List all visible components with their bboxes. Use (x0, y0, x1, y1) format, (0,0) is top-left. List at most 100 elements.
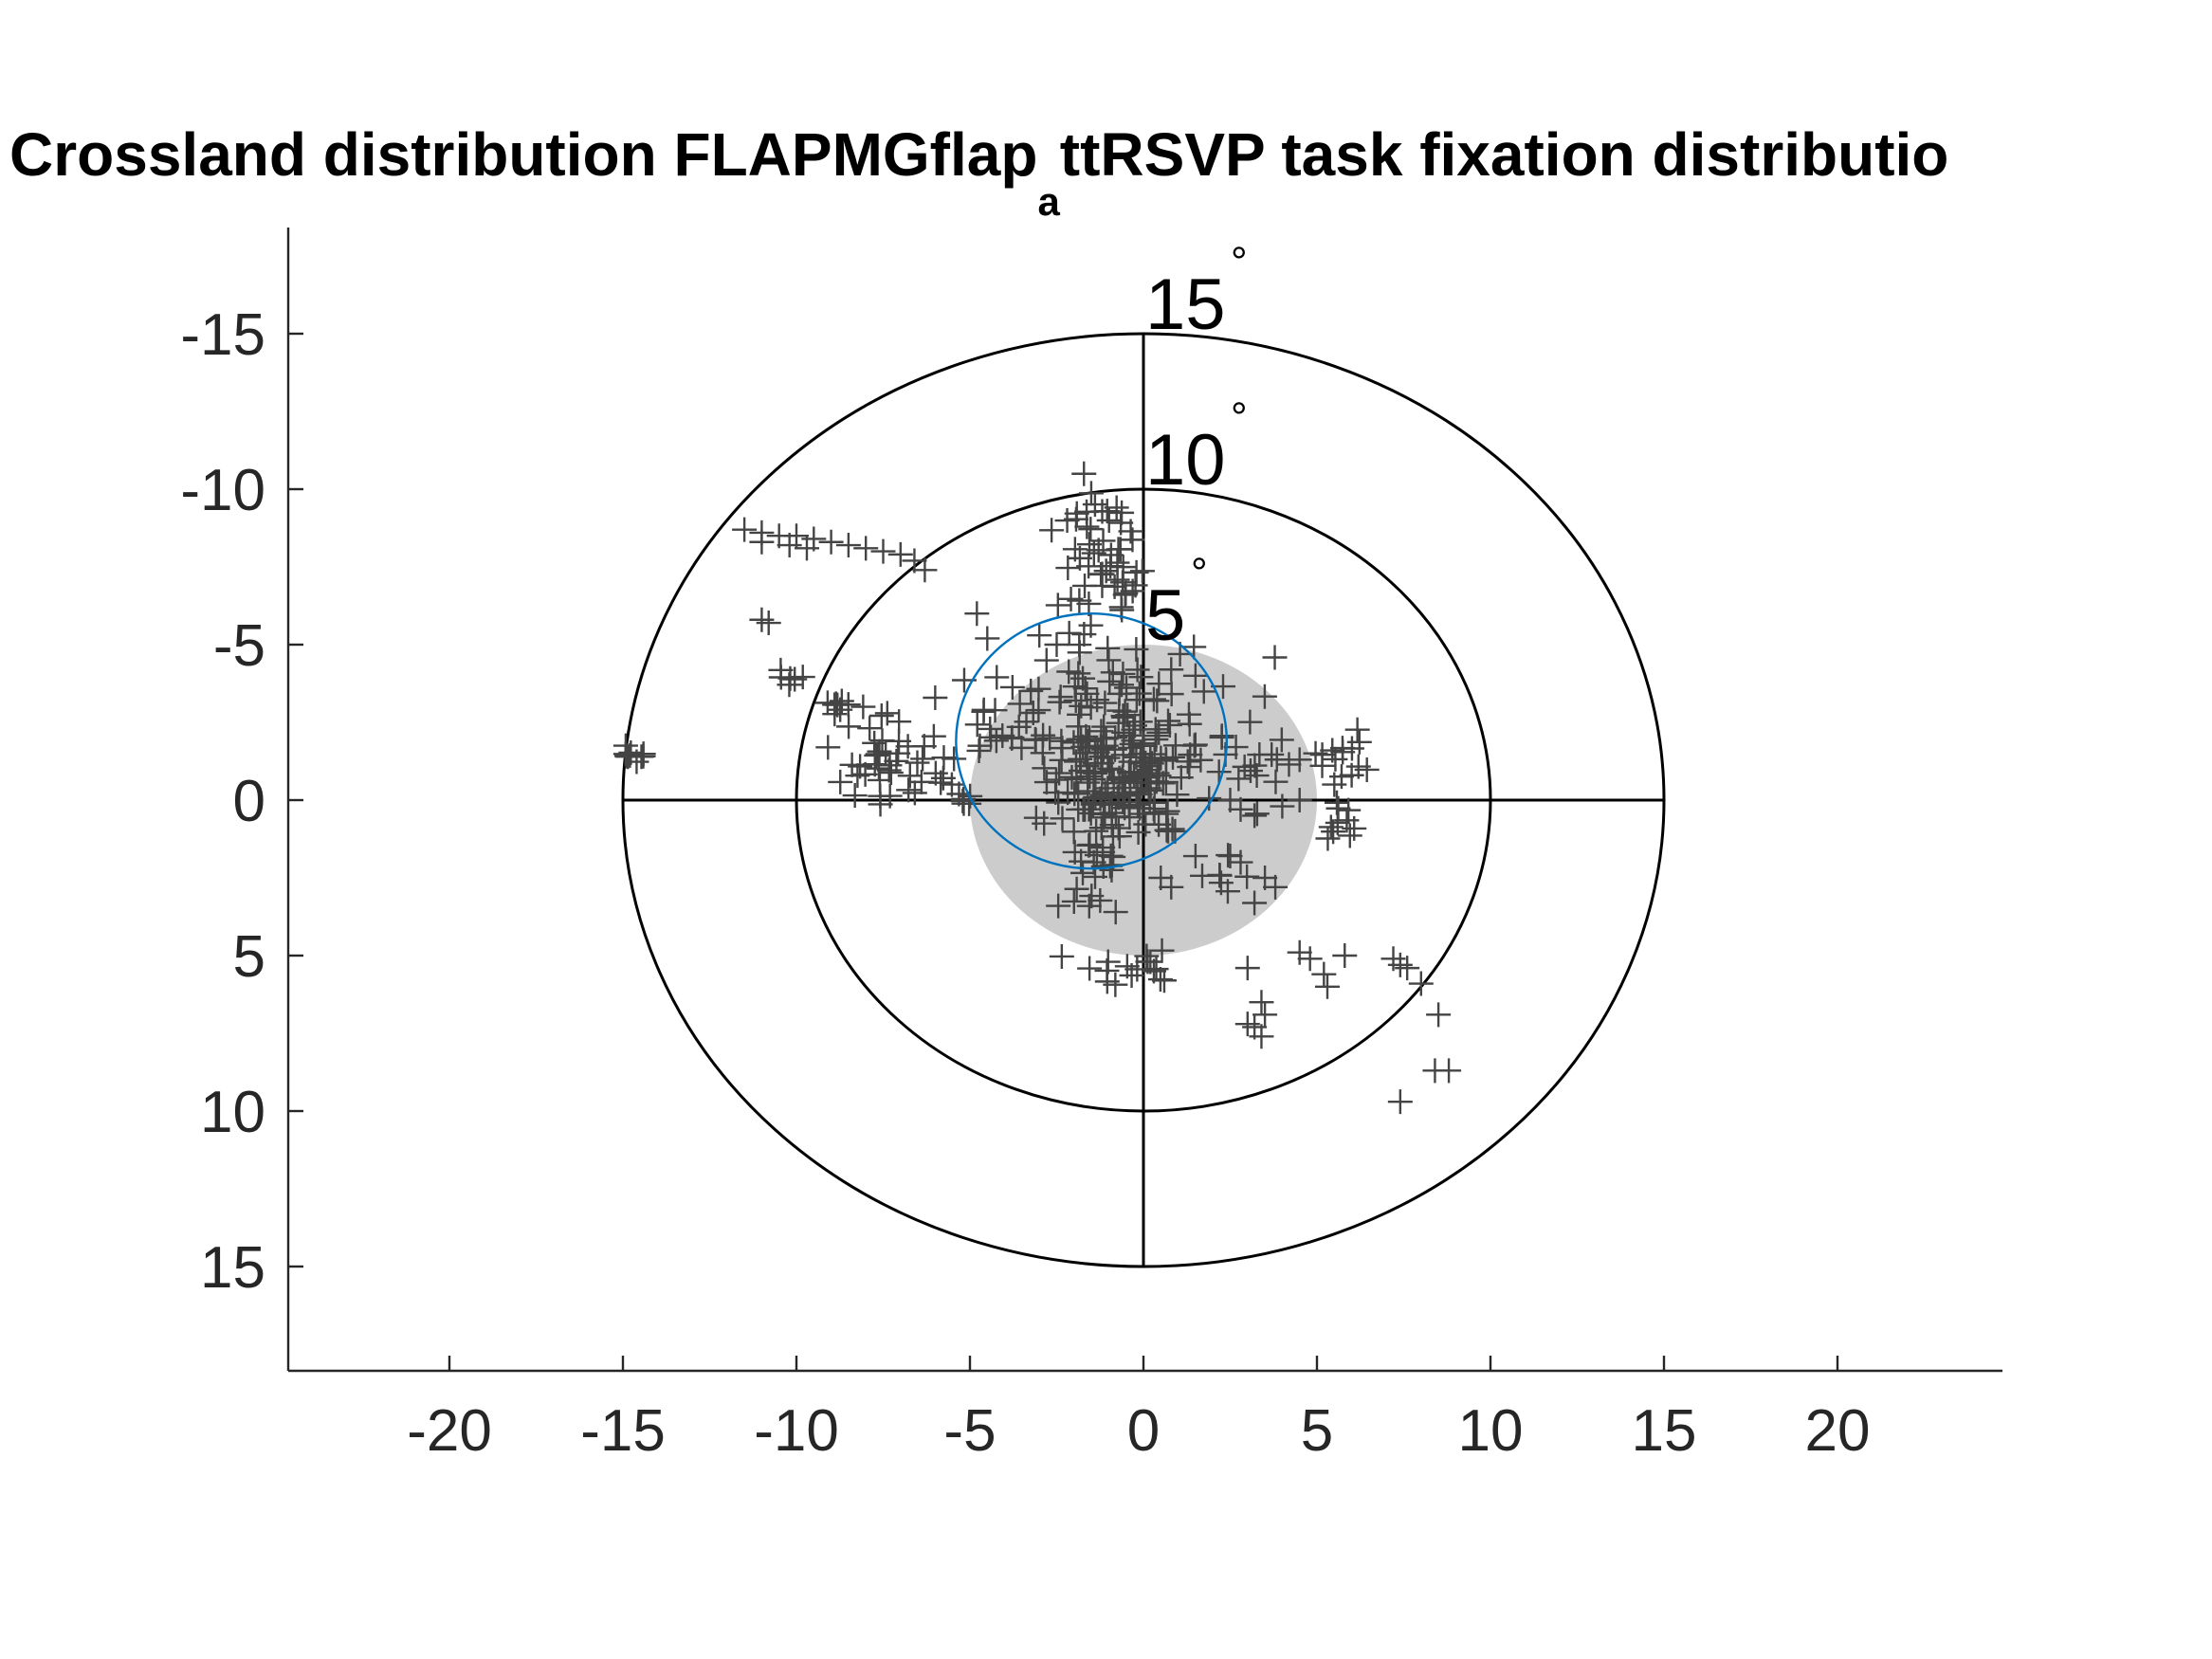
fixation-marker (1048, 684, 1073, 710)
fixation-marker (828, 769, 853, 794)
fixation-marker (1164, 782, 1190, 808)
fixation-marker (835, 692, 861, 718)
fixation-marker (1133, 811, 1159, 837)
x-tick-label: 15 (1632, 1398, 1697, 1464)
fixation-points (612, 461, 1462, 1115)
fixation-marker (923, 760, 948, 786)
crosshair (623, 334, 1664, 1267)
fixation-marker (1153, 746, 1179, 772)
fixation-marker (1117, 805, 1143, 830)
y-tick-label: -10 (180, 458, 265, 523)
ring-degree-15: ° (1231, 239, 1248, 285)
fixation-marker (1044, 632, 1069, 657)
fixation-marker (999, 725, 1025, 751)
fixation-marker (990, 722, 1015, 748)
fixation-marker (1076, 532, 1102, 557)
fixation-marker (1344, 717, 1370, 742)
fixation-marker (1270, 793, 1295, 819)
fixation-marker (1197, 786, 1222, 811)
fixation-marker (921, 723, 946, 749)
y-axis-ticks: -15 -10 -5 0 5 10 15 (180, 302, 303, 1301)
fixation-marker (1276, 752, 1302, 777)
fixation-marker (777, 665, 803, 691)
fixation-marker (1314, 974, 1340, 999)
fixation-marker (1162, 818, 1188, 844)
x-tick-label: -15 (580, 1398, 666, 1464)
fixation-marker (1095, 635, 1121, 661)
fixation-marker (1055, 556, 1081, 581)
fixation-marker (1215, 879, 1240, 904)
fixation-marker (839, 752, 865, 777)
fixation-marker (1076, 591, 1102, 616)
fixation-marker (1309, 753, 1335, 778)
fixation-marker (897, 763, 923, 789)
fixation-marker (1129, 558, 1155, 584)
fixation-marker (895, 734, 921, 759)
fixation-marker (749, 529, 775, 555)
fixation-marker (1154, 801, 1179, 827)
fixation-marker (1067, 545, 1092, 571)
fixation-marker (756, 611, 781, 636)
fixation-marker (1226, 766, 1252, 792)
fixation-marker (1075, 778, 1101, 804)
fixation-marker (1090, 528, 1116, 554)
x-axis-ticks: -20 -15 -10 -5 0 5 10 15 20 (407, 1356, 1870, 1464)
fixation-marker (1078, 517, 1104, 542)
fixation-marker (818, 529, 844, 555)
fixation-marker (1110, 789, 1136, 814)
x-tick-label: -5 (943, 1398, 996, 1464)
fixation-marker (1088, 887, 1113, 913)
fixation-marker (1106, 698, 1132, 723)
fixation-marker (749, 607, 775, 632)
fixation-marker (732, 517, 758, 542)
fixation-marker (1181, 634, 1207, 660)
fixation-marker (1105, 784, 1130, 810)
fixation-marker (853, 536, 879, 561)
fixation-marker (1328, 764, 1354, 790)
fixation-marker (842, 783, 868, 809)
fixation-marker (887, 541, 913, 567)
fixation-marker (1242, 753, 1268, 778)
fixation-marker (1182, 663, 1208, 688)
fixation-marker (1130, 801, 1156, 827)
fixation-marker (1395, 956, 1420, 981)
fixation-marker (1058, 586, 1084, 611)
x-tick-label: -10 (754, 1398, 839, 1464)
fixation-marker (857, 716, 883, 741)
fixation-marker (964, 601, 990, 627)
fixation-marker (1320, 738, 1345, 763)
fixation-marker (1242, 803, 1268, 829)
fixation-marker (777, 533, 802, 558)
fixation-marker (896, 777, 922, 803)
fixation-marker (1089, 758, 1115, 784)
fixation-marker (1244, 801, 1270, 827)
fixation-marker (1387, 952, 1413, 977)
fixation-marker (1303, 740, 1328, 766)
chart-title: Crossland distribution FLAPMGflapattRSVP… (9, 120, 1948, 224)
fixation-marker (1342, 815, 1367, 841)
fixation-marker (1054, 508, 1080, 534)
fixation-marker (1124, 636, 1149, 662)
fixation-marker (1032, 756, 1057, 781)
fixation-marker (1078, 481, 1104, 506)
fixation-marker (1142, 790, 1167, 815)
fixation-marker (1084, 818, 1109, 844)
fixation-marker (1124, 687, 1149, 713)
fixation-marker (1055, 780, 1081, 806)
fixation-marker (1107, 537, 1133, 562)
fixation-marker (1014, 709, 1039, 735)
fixation-marker (836, 714, 862, 739)
fixation-marker (1119, 962, 1144, 988)
y-tick-label: 5 (233, 924, 265, 990)
fixation-marker (1072, 676, 1098, 702)
fixation-marker (1216, 843, 1241, 868)
fixation-marker (1264, 747, 1289, 773)
fixation-marker (1387, 1089, 1413, 1115)
y-tick-label: 10 (200, 1080, 265, 1145)
fixation-marker (1263, 874, 1289, 900)
fixation-marker (1080, 790, 1106, 815)
fixation-marker (1228, 796, 1253, 822)
fixation-marker (1095, 745, 1121, 771)
fixation-marker (1147, 967, 1173, 993)
x-tick-label: 0 (1127, 1398, 1160, 1464)
